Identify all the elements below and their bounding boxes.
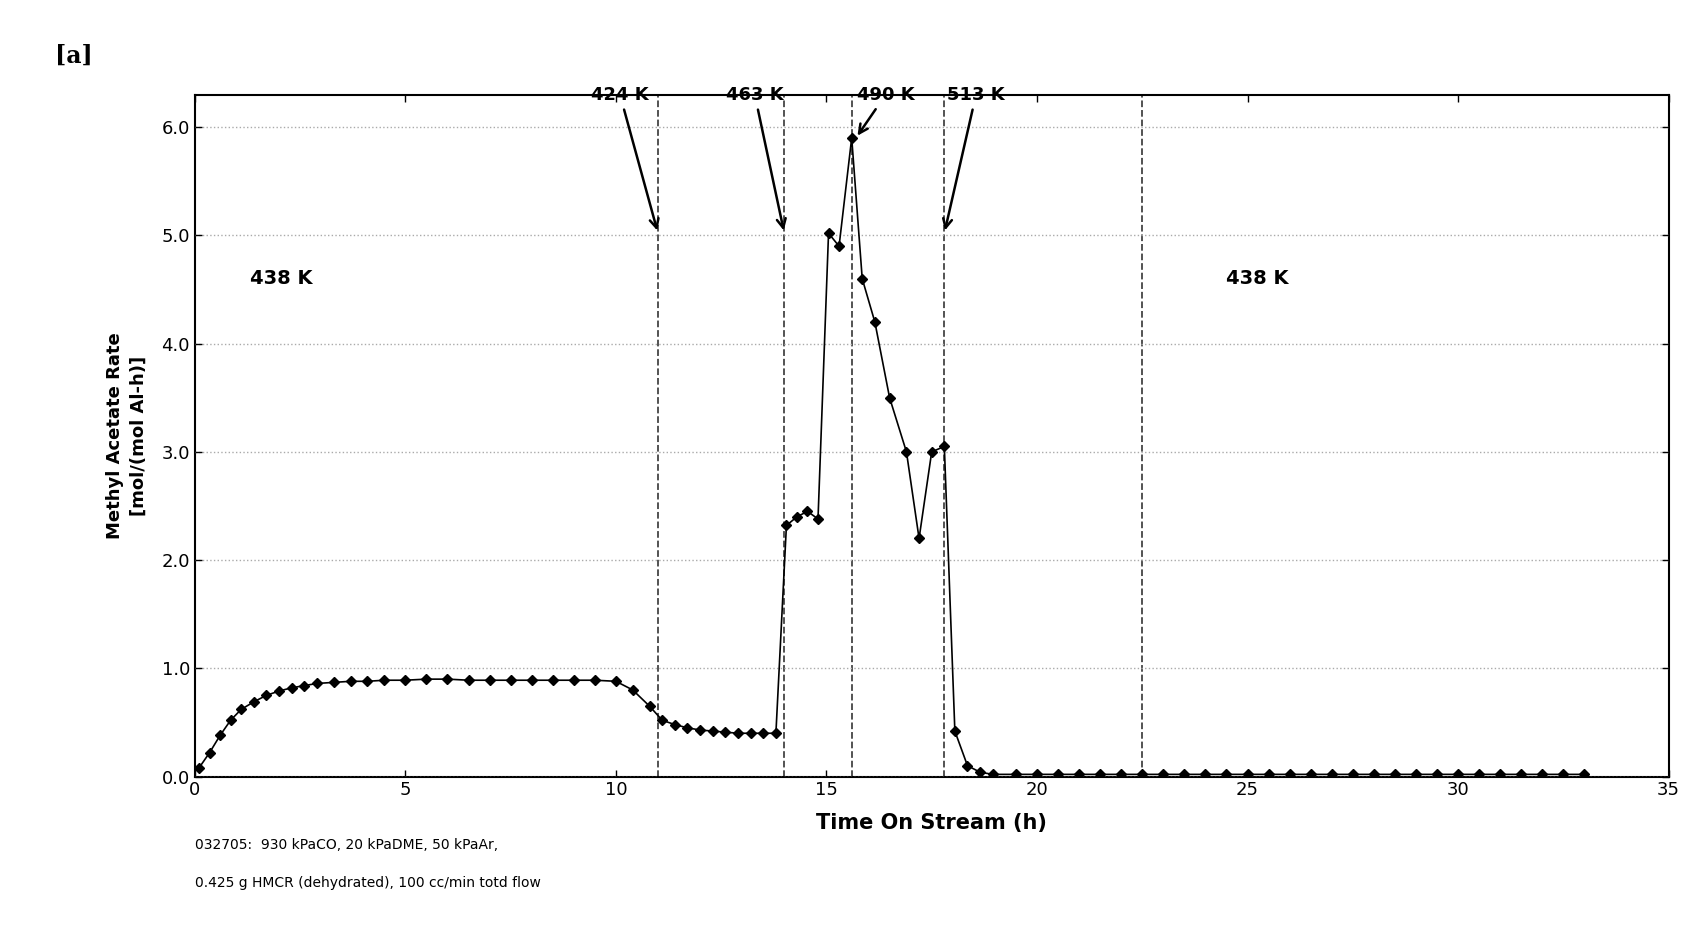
- Y-axis label: Methyl Acetate Rate
[mol/(mol Al-h)]: Methyl Acetate Rate [mol/(mol Al-h)]: [107, 332, 147, 539]
- Text: 490 K: 490 K: [857, 86, 915, 134]
- Text: 438 K: 438 K: [249, 269, 312, 288]
- Text: [a]: [a]: [54, 44, 93, 67]
- Text: 0.425 g HMCR (dehydrated), 100 cc/min totd flow: 0.425 g HMCR (dehydrated), 100 cc/min to…: [195, 876, 540, 890]
- Text: 463 K: 463 K: [727, 86, 786, 228]
- Text: 438 K: 438 K: [1226, 269, 1289, 288]
- X-axis label: Time On Stream (h): Time On Stream (h): [817, 813, 1047, 833]
- Text: 032705:  930 kPaCO, 20 kPaDME, 50 kPaAr,: 032705: 930 kPaCO, 20 kPaDME, 50 kPaAr,: [195, 838, 498, 852]
- Text: 513 K: 513 K: [944, 86, 1005, 228]
- Text: 424 K: 424 K: [591, 86, 659, 228]
